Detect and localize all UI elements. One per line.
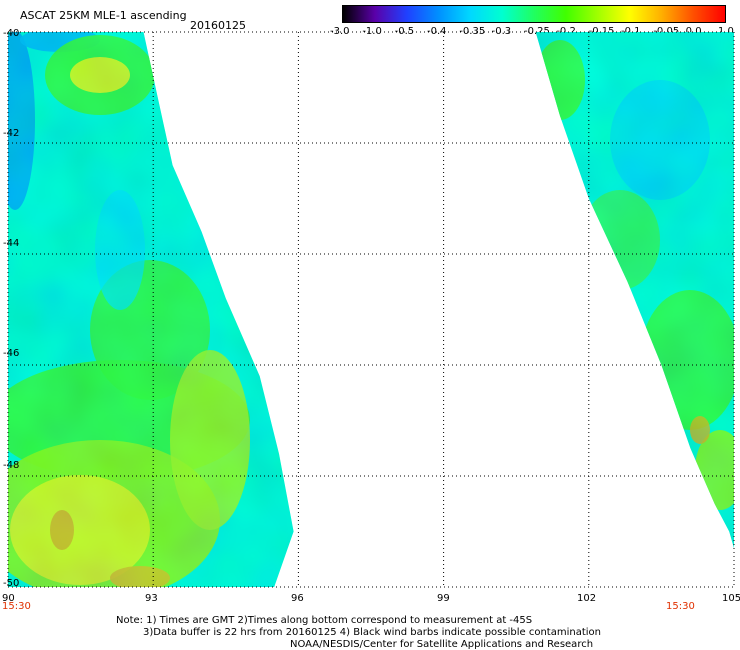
colorbar-tick-label: 0.0: [685, 26, 702, 37]
colorbar: [342, 5, 726, 23]
colorbar-tick-label: -0.3: [491, 26, 512, 37]
lat-label-46: -46: [3, 348, 20, 359]
colorbar-tick-label: -0.1: [621, 26, 641, 37]
lon-label-93: 93: [145, 593, 158, 604]
note-line-1: Note: 1) Times are GMT 2)Times along bot…: [116, 615, 533, 626]
lon-label-105: 105: [722, 593, 740, 604]
date-label: 20160125: [190, 19, 246, 32]
chart-title: ASCAT 25KM MLE-1 ascending: [20, 9, 187, 22]
lon-label-99: 99: [437, 593, 450, 604]
lat-label-48: -48: [3, 460, 20, 471]
colorbar-tick-label: -0.05: [653, 26, 680, 37]
lon-label-90: 90: [2, 593, 15, 604]
note-line-2: 3)Data buffer is 22 hrs from 20160125 4)…: [143, 627, 601, 638]
time-label-right: 15:30: [666, 601, 695, 612]
colorbar-tick-label: 1.0: [718, 26, 734, 37]
time-label-left: 15:30: [2, 601, 31, 612]
lat-label-44: -44: [3, 238, 20, 249]
colorbar-tick-label: -0.2: [556, 26, 576, 37]
colorbar-tick-label: -3.0: [330, 26, 350, 37]
lat-label-40: -40: [3, 28, 20, 39]
colorbar-tick-label: -0.15: [588, 26, 615, 37]
lon-label-96: 96: [291, 593, 304, 604]
lat-label-50: -50: [3, 578, 20, 589]
lat-label-42: -42: [3, 128, 20, 139]
note-line-3: NOAA/NESDIS/Center for Satellite Applica…: [290, 639, 594, 650]
lon-label-102: 102: [577, 593, 597, 604]
